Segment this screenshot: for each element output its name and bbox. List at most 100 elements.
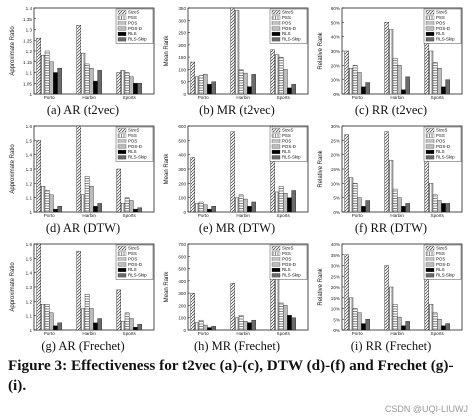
y-tick-label: 0% [333, 210, 340, 215]
legend-swatch-rls-skip [117, 37, 127, 42]
bar-pss-porto [194, 203, 200, 213]
y-tick-label: 1.4 [26, 153, 33, 158]
y-tick-label: 0 [183, 92, 186, 97]
bar-pos-d-porto [49, 194, 54, 213]
y-tick-label: 500 [178, 267, 186, 272]
legend-swatch-pss [117, 15, 127, 20]
y-tick-label: 200 [178, 181, 186, 186]
x-tick-label: Sports [123, 213, 137, 218]
y-tick-label: 5% [333, 196, 340, 201]
caption-f: (f) RR (DTW) [354, 221, 428, 235]
y-axis-label: Approximate Ratio [10, 262, 16, 312]
legend-label-pss: PSS [282, 251, 291, 256]
y-tick-label: 10% [331, 78, 340, 83]
legend-label-pos-d: POS-D [128, 26, 142, 31]
bar-pos-sports [432, 312, 438, 331]
bar-pos-d-sports [436, 200, 442, 213]
bar-pos-d-porto [357, 197, 362, 213]
legend-label-sizes: SizeS [128, 246, 140, 251]
bar-rls-sports [287, 87, 292, 95]
y-tick-label: 1.1 [26, 314, 33, 319]
bar-rls-sports [133, 326, 138, 331]
legend-label-pss: PSS [128, 251, 137, 256]
bar-sizes-sports [116, 168, 121, 213]
legend-swatch-rls [271, 149, 281, 154]
bar-rls-skip-harbin [405, 203, 410, 213]
legend-swatch-pos-d [425, 144, 435, 149]
legend-swatch-sizes [271, 10, 281, 15]
legend-label-sizes: SizeS [436, 246, 448, 251]
legend-swatch-pos-d [271, 262, 281, 267]
bar-rls-skip-sports [445, 323, 451, 331]
y-tick-label: 100 [178, 196, 186, 201]
bar-rls-skip-porto [365, 200, 370, 213]
y-tick-label: 1.25 [23, 38, 32, 43]
bar-pss-sports [274, 54, 280, 95]
legend-swatch-pss [425, 251, 435, 256]
bar-pos-d-sports [282, 193, 288, 213]
bar-rls-porto [207, 208, 212, 213]
bar-sizes-porto [36, 140, 42, 213]
bar-pos-d-porto [203, 74, 208, 95]
panel-a: 1.4 1.35 1.3 1.25 1.2 1.15 1.1 1.05 1 Approximate… [8, 2, 158, 120]
bar-sizes-sports [424, 36, 429, 95]
x-tick-label: Harbin [236, 213, 250, 218]
legend-swatch-pos-d [425, 262, 435, 267]
bar-rls-porto [207, 327, 212, 331]
panel-f: 30% 25% 20% 15% 10% 5% 0% Relative Rank Porto Har… [316, 120, 466, 238]
x-tick-label: Sports [431, 331, 445, 336]
caption-i: (i) RR (Frechet) [350, 339, 432, 353]
bar-pss-porto [40, 55, 46, 95]
y-tick-label: 0% [333, 328, 340, 333]
bar-pss-porto [40, 185, 46, 213]
legend-swatch-rls-skip [425, 273, 435, 278]
y-tick-label: 150 [178, 55, 186, 60]
x-tick-label: Harbin [82, 331, 96, 336]
legend-swatch-rls-skip [425, 155, 435, 160]
x-tick-label: Sports [431, 95, 445, 100]
y-tick-label: 30% [331, 124, 340, 129]
legend-label-rls-skip: RLS-Skip [282, 273, 301, 278]
bar-rls-sports [287, 315, 292, 331]
bar-sizes-harbin [230, 7, 235, 95]
x-tick-label: Harbin [236, 95, 250, 100]
y-axis-label: Relative Rank [318, 267, 324, 305]
bar-pss-harbin [234, 197, 240, 213]
bar-pos-porto [352, 65, 358, 95]
y-axis-label: Mean Rank [164, 35, 170, 67]
bar-sizes-harbin [230, 283, 235, 331]
bar-pos-sports [124, 312, 130, 331]
bar-rls-harbin [401, 89, 406, 95]
x-tick-label: Porto [44, 95, 55, 100]
bar-pos-porto [198, 201, 204, 213]
bar-sizes-porto [344, 50, 350, 95]
bar-pos-d-harbin [88, 67, 94, 95]
legend-label-pos: POS [436, 256, 445, 261]
bar-pss-sports [120, 321, 126, 331]
bar-pss-porto [194, 322, 200, 331]
y-tick-label: 1 [29, 328, 32, 333]
y-tick-label: 1 [29, 92, 32, 97]
bar-sizes-porto [190, 157, 196, 213]
bar-rls-skip-porto [211, 81, 216, 95]
legend-label-rls-skip: RLS-Skip [282, 155, 301, 160]
legend-label-rls: RLS [128, 149, 137, 154]
y-tick-label: 0% [333, 92, 340, 97]
y-tick-label: 1.5 [26, 256, 33, 261]
bar-sizes-sports [116, 72, 121, 95]
bar-rls-skip-porto [211, 206, 216, 213]
bar-rls-sports [441, 325, 446, 331]
bar-sizes-harbin [76, 125, 81, 213]
y-tick-label: 1.35 [23, 17, 32, 22]
x-tick-label: Harbin [390, 95, 404, 100]
legend-label-sizes: SizeS [128, 10, 140, 15]
legend-swatch-pos [117, 139, 127, 144]
bar-pss-porto [348, 67, 354, 95]
y-tick-label: 1.3 [26, 167, 33, 172]
legend-label-sizes: SizeS [436, 128, 448, 133]
bar-sizes-porto [36, 37, 42, 95]
bar-pos-d-porto [203, 324, 208, 331]
bar-rls-skip-harbin [97, 318, 102, 331]
legend-label-pos: POS [128, 256, 137, 261]
x-tick-label: Porto [352, 95, 363, 100]
